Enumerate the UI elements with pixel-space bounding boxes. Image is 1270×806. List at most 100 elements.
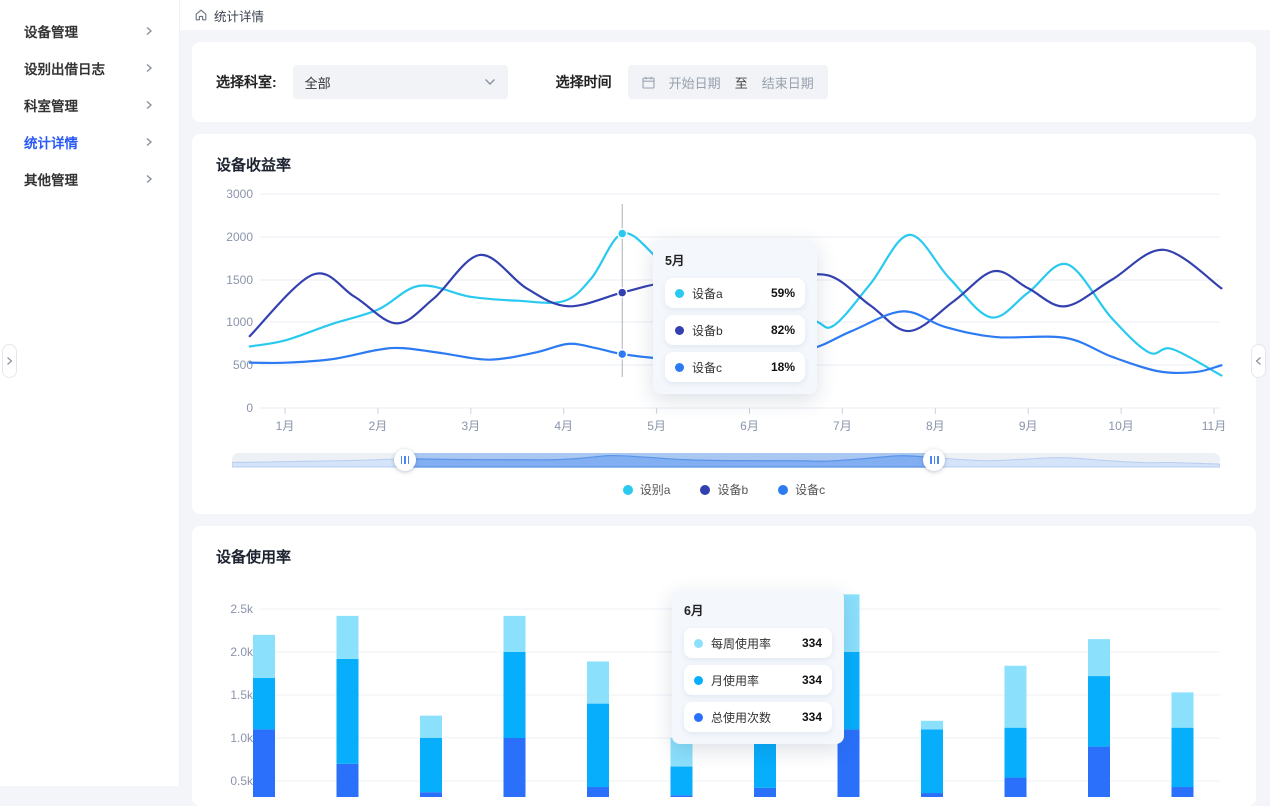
bar-segment[interactable] — [420, 715, 442, 738]
sidebar-item-label: 设别出借日志 — [24, 61, 105, 77]
breadcrumb[interactable]: 统计详情 — [194, 6, 264, 25]
svg-text:2000: 2000 — [226, 230, 253, 244]
chevron-right-icon — [7, 357, 13, 365]
tooltip-row: 设备b 82% — [665, 315, 805, 345]
department-select[interactable]: 全部 — [292, 65, 508, 99]
bar-segment[interactable] — [253, 729, 275, 797]
tooltip-row: 设备c 18% — [665, 352, 805, 382]
tooltip-row: 设备a 59% — [665, 278, 805, 308]
left-panel-toggle[interactable] — [2, 344, 17, 378]
sidebar-item-other-management[interactable]: 其他管理 — [0, 160, 179, 197]
bar-segment[interactable] — [587, 661, 609, 704]
svg-text:11月: 11月 — [1202, 419, 1226, 433]
sidebar-item-statistics-detail[interactable]: 统计详情 — [0, 123, 179, 160]
legend-item-series-b[interactable]: 设备b — [700, 481, 748, 498]
page-content: 选择科室: 全部 选择时间 开始日期 至 结束日期 — [180, 30, 1270, 806]
svg-text:2.5k: 2.5k — [230, 602, 254, 616]
svg-text:5月: 5月 — [647, 419, 666, 433]
datazoom-right-handle[interactable] — [923, 449, 946, 471]
tooltip-rows: 设备a 59% 设备b 82% 设备c 18% — [665, 278, 805, 382]
svg-text:1000: 1000 — [226, 315, 253, 329]
bar-segment[interactable] — [1171, 787, 1194, 797]
datazoom-track[interactable] — [232, 452, 1220, 468]
datazoom-slider[interactable] — [232, 449, 1220, 471]
bar-segment[interactable] — [1171, 692, 1194, 728]
home-icon — [195, 9, 207, 21]
tooltip-title: 5月 — [665, 254, 685, 268]
hover-point-series-2[interactable] — [616, 348, 628, 360]
bar-segment[interactable] — [1088, 746, 1110, 797]
bar-segment[interactable] — [670, 795, 693, 797]
bar-segment[interactable] — [503, 738, 526, 797]
svg-text:4月: 4月 — [554, 419, 573, 433]
bar-segment[interactable] — [1004, 777, 1027, 797]
date-range-separator: 至 — [734, 75, 748, 91]
sidebar-item-label: 科室管理 — [24, 98, 78, 114]
department-filter-label: 选择科室: — [216, 74, 277, 90]
tooltip-row: 总使用次数 334 — [684, 702, 832, 732]
bar-segment[interactable] — [1004, 727, 1027, 778]
date-end-placeholder: 结束日期 — [761, 75, 814, 91]
revenue-chart-title: 设备收益率 — [216, 157, 292, 174]
bar-segment[interactable] — [336, 763, 359, 797]
chevron-right-icon — [146, 26, 153, 35]
datazoom-left-handle[interactable] — [393, 449, 416, 471]
sidebar-item-device-management[interactable]: 设备管理 — [0, 12, 179, 49]
sidebar-item-lend-log[interactable]: 设别出借日志 — [0, 49, 179, 86]
sidebar-item-department-management[interactable]: 科室管理 — [0, 86, 179, 123]
filter-card: 选择科室: 全部 选择时间 开始日期 至 结束日期 — [192, 42, 1256, 122]
bar-segment[interactable] — [921, 793, 943, 797]
hover-point-series-1[interactable] — [616, 287, 628, 298]
bar-segment[interactable] — [253, 677, 275, 730]
tooltip-series-name: 总使用次数 — [711, 710, 772, 725]
bar-segment[interactable] — [754, 738, 776, 788]
svg-text:9月: 9月 — [1019, 419, 1038, 433]
bar-segment[interactable] — [1004, 665, 1027, 728]
tooltip-series-name: 月使用率 — [711, 673, 760, 688]
bar-chart-tooltip: 6月 每周使用率 334 月使用率 334 总使用次数 334 — [672, 590, 844, 744]
bar-segment[interactable] — [420, 738, 442, 793]
chevron-right-icon — [146, 137, 153, 146]
bar-segment[interactable] — [1171, 727, 1194, 788]
bar-segment[interactable] — [921, 729, 943, 794]
bar-segment[interactable] — [503, 615, 526, 652]
bar-segment[interactable] — [1088, 639, 1110, 677]
bar-segment[interactable] — [670, 737, 693, 767]
bar-segment[interactable] — [336, 615, 359, 659]
svg-text:2.0k: 2.0k — [230, 645, 254, 659]
bar-segment[interactable] — [336, 658, 359, 764]
hover-point-series-0[interactable] — [616, 228, 628, 239]
bar-segment[interactable] — [420, 792, 442, 797]
tooltip-row: 月使用率 334 — [684, 665, 832, 695]
svg-text:10月: 10月 — [1108, 419, 1133, 433]
series-color-dot — [675, 325, 684, 335]
legend-item-series-a[interactable]: 设别a — [622, 481, 670, 498]
chart-legend: 设别a 设备b 设备c — [192, 481, 1256, 498]
date-range-picker[interactable]: 开始日期 至 结束日期 — [627, 65, 828, 99]
chevron-right-icon — [146, 63, 153, 72]
series-color-dot — [675, 288, 684, 298]
right-panel-toggle[interactable] — [1251, 344, 1266, 378]
bar-segment[interactable] — [670, 766, 693, 796]
svg-text:1月: 1月 — [276, 419, 295, 433]
sidebar-item-label: 统计详情 — [24, 135, 78, 151]
legend-dot — [622, 484, 633, 495]
bar-segment[interactable] — [253, 634, 275, 678]
bar-segment[interactable] — [837, 729, 860, 797]
series-color-dot — [694, 638, 703, 648]
bar-segment[interactable] — [587, 703, 609, 788]
tooltip-series-value: 334 — [801, 636, 822, 650]
bar-segment[interactable] — [921, 720, 943, 730]
bar-segment[interactable] — [754, 787, 776, 797]
department-select-value: 全部 — [304, 75, 331, 91]
bar-segment[interactable] — [503, 652, 526, 738]
svg-text:1.0k: 1.0k — [230, 731, 254, 745]
bar-segment[interactable] — [1088, 676, 1110, 747]
svg-text:3月: 3月 — [461, 419, 480, 433]
svg-text:7月: 7月 — [833, 419, 852, 433]
legend-item-series-c[interactable]: 设备c — [778, 481, 825, 498]
tooltip-title: 6月 — [684, 604, 704, 618]
svg-text:1.5k: 1.5k — [230, 688, 254, 702]
chevron-right-icon — [146, 174, 153, 183]
bar-segment[interactable] — [587, 787, 609, 797]
